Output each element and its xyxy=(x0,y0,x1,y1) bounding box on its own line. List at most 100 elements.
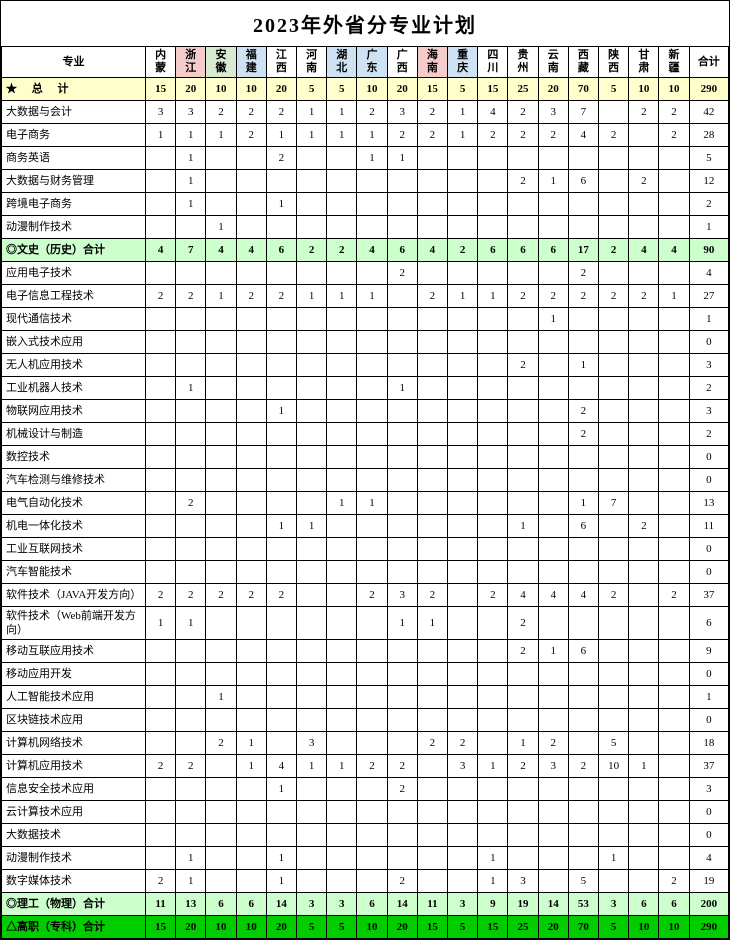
value-cell xyxy=(357,847,387,870)
row-total-cell: 2 xyxy=(689,193,728,216)
value-cell xyxy=(236,663,266,686)
value-cell xyxy=(538,377,568,400)
major-name-cell: 数控技术 xyxy=(2,446,146,469)
value-cell: 1 xyxy=(236,755,266,778)
value-cell xyxy=(417,663,447,686)
value-cell xyxy=(629,354,659,377)
value-cell: 2 xyxy=(599,239,629,262)
value-cell xyxy=(176,354,206,377)
value-cell xyxy=(659,216,689,239)
value-cell xyxy=(478,354,508,377)
row-total-cell: 3 xyxy=(689,400,728,423)
value-cell xyxy=(357,308,387,331)
value-cell xyxy=(417,640,447,663)
value-cell xyxy=(327,640,357,663)
major-name-cell: 动漫制作技术 xyxy=(2,216,146,239)
value-cell xyxy=(297,801,327,824)
value-cell xyxy=(568,607,598,640)
header-province: 甘肃 xyxy=(629,47,659,78)
value-cell xyxy=(327,331,357,354)
value-cell xyxy=(327,686,357,709)
value-cell xyxy=(176,709,206,732)
major-name-cell: ★ 总 计 xyxy=(2,78,146,101)
value-cell xyxy=(629,308,659,331)
value-cell xyxy=(236,492,266,515)
value-cell xyxy=(176,216,206,239)
value-cell xyxy=(387,400,417,423)
value-cell: 6 xyxy=(236,893,266,916)
value-cell: 2 xyxy=(599,285,629,308)
value-cell xyxy=(327,515,357,538)
value-cell: 2 xyxy=(508,607,538,640)
value-cell: 1 xyxy=(236,732,266,755)
value-cell: 2 xyxy=(297,239,327,262)
table-row: 移动互联应用技术2169 xyxy=(2,640,729,663)
value-cell: 2 xyxy=(176,492,206,515)
value-cell xyxy=(448,446,478,469)
value-cell xyxy=(357,170,387,193)
value-cell: 7 xyxy=(599,492,629,515)
value-cell xyxy=(236,607,266,640)
value-cell: 5 xyxy=(599,78,629,101)
value-cell: 1 xyxy=(357,285,387,308)
value-cell xyxy=(297,870,327,893)
value-cell xyxy=(357,778,387,801)
value-cell: 2 xyxy=(508,170,538,193)
header-major: 专业 xyxy=(2,47,146,78)
major-name-cell: △高职（专科）合计 xyxy=(2,916,146,939)
value-cell: 3 xyxy=(145,101,175,124)
header-province: 安徽 xyxy=(206,47,236,78)
value-cell: 13 xyxy=(176,893,206,916)
value-cell: 2 xyxy=(508,755,538,778)
value-cell xyxy=(176,515,206,538)
value-cell: 2 xyxy=(236,285,266,308)
value-cell xyxy=(478,778,508,801)
value-cell: 1 xyxy=(357,124,387,147)
value-cell xyxy=(357,216,387,239)
header-province: 江西 xyxy=(266,47,296,78)
row-total-cell: 4 xyxy=(689,262,728,285)
value-cell xyxy=(538,446,568,469)
value-cell xyxy=(568,778,598,801)
value-cell: 2 xyxy=(387,870,417,893)
value-cell: 6 xyxy=(629,893,659,916)
value-cell xyxy=(297,423,327,446)
value-cell: 4 xyxy=(417,239,447,262)
major-name-cell: 汽车检测与维修技术 xyxy=(2,469,146,492)
value-cell xyxy=(659,686,689,709)
value-cell xyxy=(145,640,175,663)
value-cell: 2 xyxy=(327,239,357,262)
value-cell: 2 xyxy=(508,640,538,663)
value-cell xyxy=(387,640,417,663)
value-cell xyxy=(417,561,447,584)
value-cell: 1 xyxy=(176,124,206,147)
value-cell xyxy=(176,686,206,709)
value-cell xyxy=(508,663,538,686)
value-cell: 1 xyxy=(568,492,598,515)
value-cell xyxy=(538,262,568,285)
value-cell xyxy=(327,870,357,893)
value-cell xyxy=(508,709,538,732)
value-cell: 1 xyxy=(145,607,175,640)
value-cell xyxy=(357,377,387,400)
value-cell xyxy=(266,801,296,824)
value-cell xyxy=(629,847,659,870)
value-cell xyxy=(448,870,478,893)
value-cell: 4 xyxy=(236,239,266,262)
value-cell xyxy=(145,663,175,686)
value-cell: 4 xyxy=(145,239,175,262)
value-cell: 2 xyxy=(266,285,296,308)
value-cell xyxy=(206,778,236,801)
header-province: 陕西 xyxy=(599,47,629,78)
value-cell: 1 xyxy=(327,285,357,308)
value-cell xyxy=(629,561,659,584)
value-cell xyxy=(297,640,327,663)
value-cell: 1 xyxy=(448,101,478,124)
value-cell: 70 xyxy=(568,78,598,101)
header-province: 贵州 xyxy=(508,47,538,78)
header-province: 西藏 xyxy=(568,47,598,78)
value-cell: 3 xyxy=(538,101,568,124)
value-cell xyxy=(568,732,598,755)
value-cell xyxy=(448,584,478,607)
row-total-cell: 200 xyxy=(689,893,728,916)
